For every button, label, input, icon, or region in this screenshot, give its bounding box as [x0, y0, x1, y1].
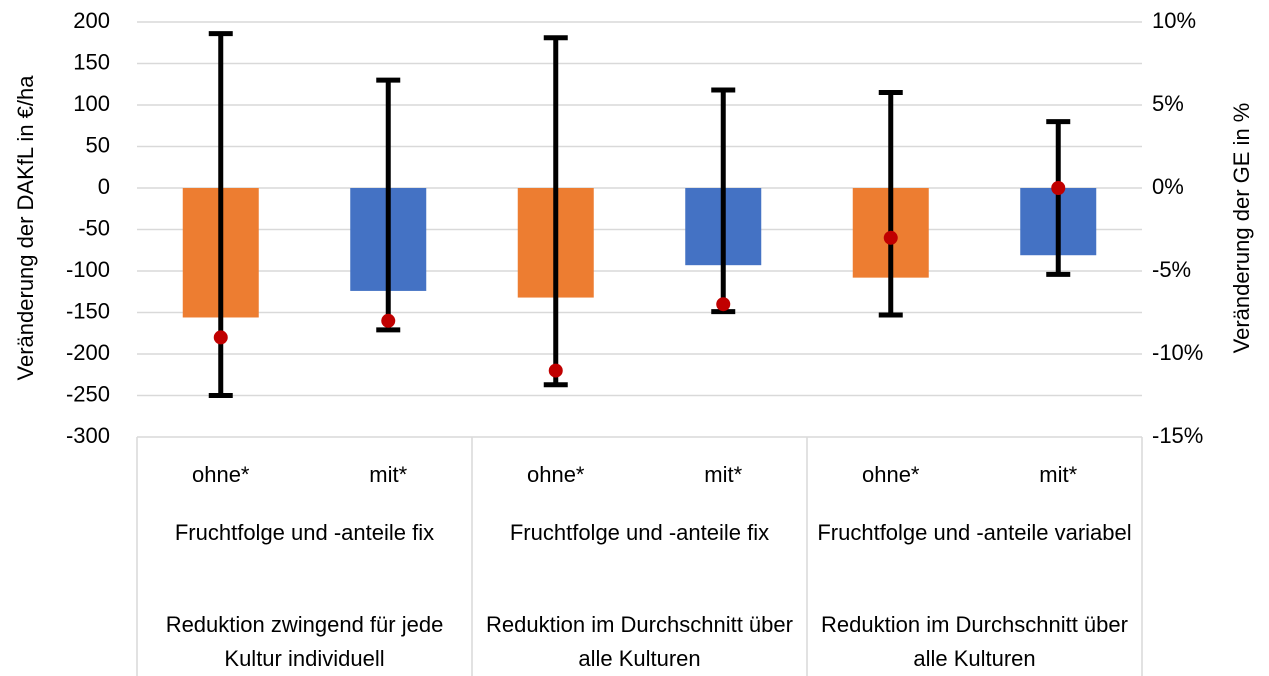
y2-tick-label: 0% — [1152, 174, 1184, 199]
bars — [182, 188, 1097, 318]
y2-tick-label: -15% — [1152, 423, 1203, 448]
y-tick-label: 150 — [73, 49, 110, 74]
gridlines — [137, 21, 1142, 397]
y-tick-label: -200 — [66, 340, 110, 365]
y-tick-label: 50 — [86, 132, 110, 157]
y-tick-label: 200 — [73, 8, 110, 33]
y-tick-label: 100 — [73, 91, 110, 116]
group-label-level2: Fruchtfolge und -anteile fix — [175, 520, 434, 545]
group-label-level3: Reduktion zwingend für jede Kultur indivi… — [166, 612, 444, 671]
group-label-level3: Reduktion im Durchschnitt über alle Kultu… — [821, 612, 1128, 671]
secondary-points — [213, 181, 1066, 378]
y-tick-label: -150 — [66, 298, 110, 323]
y2-tick-label: -5% — [1152, 257, 1191, 282]
category-label: ohne* — [192, 462, 250, 487]
y-tick-labels: 200 150 100 50 0 -50 -100 -150 -200 -250 -300 10% 5%… — [66, 8, 1203, 448]
group-label-level3: Reduktion im Durchschnitt über alle Kultu… — [486, 612, 793, 671]
secondary-point — [381, 313, 396, 328]
secondary-point — [548, 363, 563, 378]
category-axis-table: ohne* mit* ohne* mit* ohne* mit* Fruchtfolge u… — [136, 436, 1143, 676]
category-label: ohne* — [862, 462, 920, 487]
secondary-point — [716, 297, 731, 312]
y-tick-label: -300 — [66, 423, 110, 448]
category-label: mit* — [369, 462, 407, 487]
y2-tick-label: 5% — [1152, 91, 1184, 116]
y-tick-label: -250 — [66, 381, 110, 406]
y2-tick-label: -10% — [1152, 340, 1203, 365]
y2-axis-title: Veränderung der GE in % — [1229, 103, 1254, 354]
secondary-point — [883, 230, 898, 245]
group-label-level2: Fruchtfolge und -anteile fix — [510, 520, 769, 545]
group-label-level2: Fruchtfolge und -anteile variabel — [817, 520, 1131, 545]
category-label: mit* — [1039, 462, 1077, 487]
error-bars — [208, 31, 1071, 398]
secondary-point — [1051, 181, 1066, 195]
y2-tick-label: 10% — [1152, 8, 1196, 33]
secondary-point — [213, 330, 228, 345]
category-label: mit* — [704, 462, 742, 487]
y-axis-title: Veränderung der DAKfL in €/ha — [13, 75, 38, 381]
y-tick-label: 0 — [98, 174, 110, 199]
category-label: ohne* — [527, 462, 585, 487]
y-tick-label: -50 — [78, 215, 110, 240]
y-tick-label: -100 — [66, 257, 110, 282]
